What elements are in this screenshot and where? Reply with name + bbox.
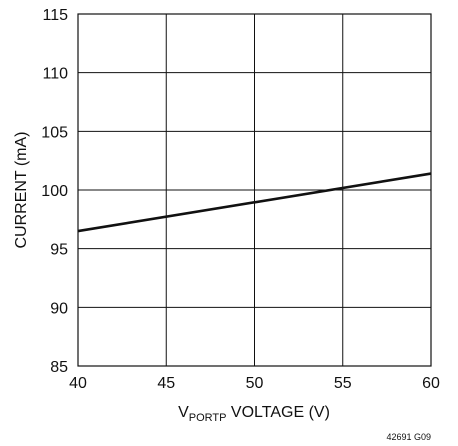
x-tick-label: 55	[334, 375, 352, 392]
y-tick-label: 110	[42, 66, 68, 83]
x-axis-label-subscript: PORTP	[189, 412, 227, 424]
y-tick-label: 85	[50, 359, 68, 376]
x-tick-label: 60	[422, 375, 440, 392]
y-tick-label: 100	[41, 183, 68, 200]
x-tick-label: 45	[157, 375, 175, 392]
y-axis-label: CURRENT (mA)	[13, 131, 30, 248]
y-tick-label: 115	[42, 7, 68, 24]
y-tick-labels: 85 90 95 100 105 110 115	[41, 7, 68, 376]
series-line-0	[77, 172, 432, 233]
figure-code: 42691 G09	[386, 432, 431, 442]
plot-frame	[77, 13, 432, 367]
series-group	[77, 172, 432, 233]
y-tick-label: 105	[41, 124, 68, 141]
x-tick-label: 40	[69, 375, 87, 392]
grid-lines	[78, 14, 431, 366]
x-tick-labels: 40 45 50 55 60	[69, 375, 440, 392]
x-axis-label-main: V	[178, 404, 189, 421]
y-tick-label: 95	[50, 242, 68, 259]
y-tick-label: 90	[50, 300, 68, 317]
x-axis-label-rest: VOLTAGE (V)	[226, 404, 329, 421]
x-tick-label: 50	[246, 375, 264, 392]
x-axis-label: VPORTP VOLTAGE (V)	[178, 404, 330, 424]
